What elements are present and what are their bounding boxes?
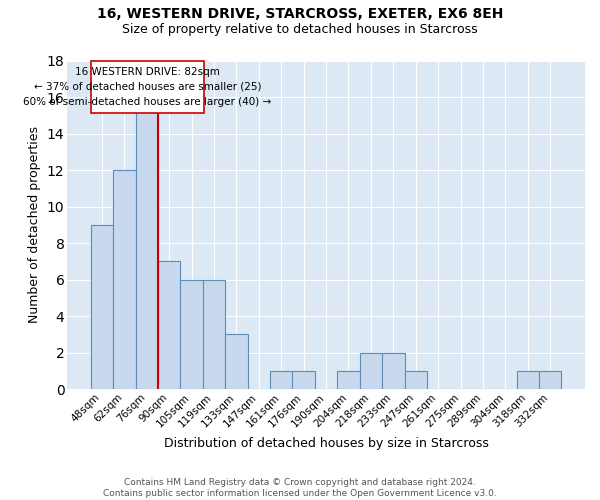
Text: 16, WESTERN DRIVE, STARCROSS, EXETER, EX6 8EH: 16, WESTERN DRIVE, STARCROSS, EXETER, EX… (97, 8, 503, 22)
Bar (292, 371, 315, 389)
Bar (136, 79, 158, 389)
Bar (181, 280, 203, 389)
Bar (337, 371, 360, 389)
Bar (113, 170, 136, 389)
X-axis label: Distribution of detached houses by size in Starcross: Distribution of detached houses by size … (164, 437, 488, 450)
Bar (203, 280, 225, 389)
Bar (382, 352, 404, 389)
Bar (91, 225, 113, 389)
Bar (270, 371, 292, 389)
Bar (539, 371, 562, 389)
Text: 16 WESTERN DRIVE: 82sqm
← 37% of detached houses are smaller (25)
60% of semi-de: 16 WESTERN DRIVE: 82sqm ← 37% of detache… (23, 67, 271, 107)
Bar (360, 352, 382, 389)
Text: Size of property relative to detached houses in Starcross: Size of property relative to detached ho… (122, 22, 478, 36)
Text: Contains HM Land Registry data © Crown copyright and database right 2024.
Contai: Contains HM Land Registry data © Crown c… (103, 478, 497, 498)
Bar (517, 371, 539, 389)
Bar (225, 334, 248, 389)
Y-axis label: Number of detached properties: Number of detached properties (28, 126, 41, 324)
Bar (158, 262, 181, 389)
FancyBboxPatch shape (91, 60, 204, 114)
Bar (404, 371, 427, 389)
